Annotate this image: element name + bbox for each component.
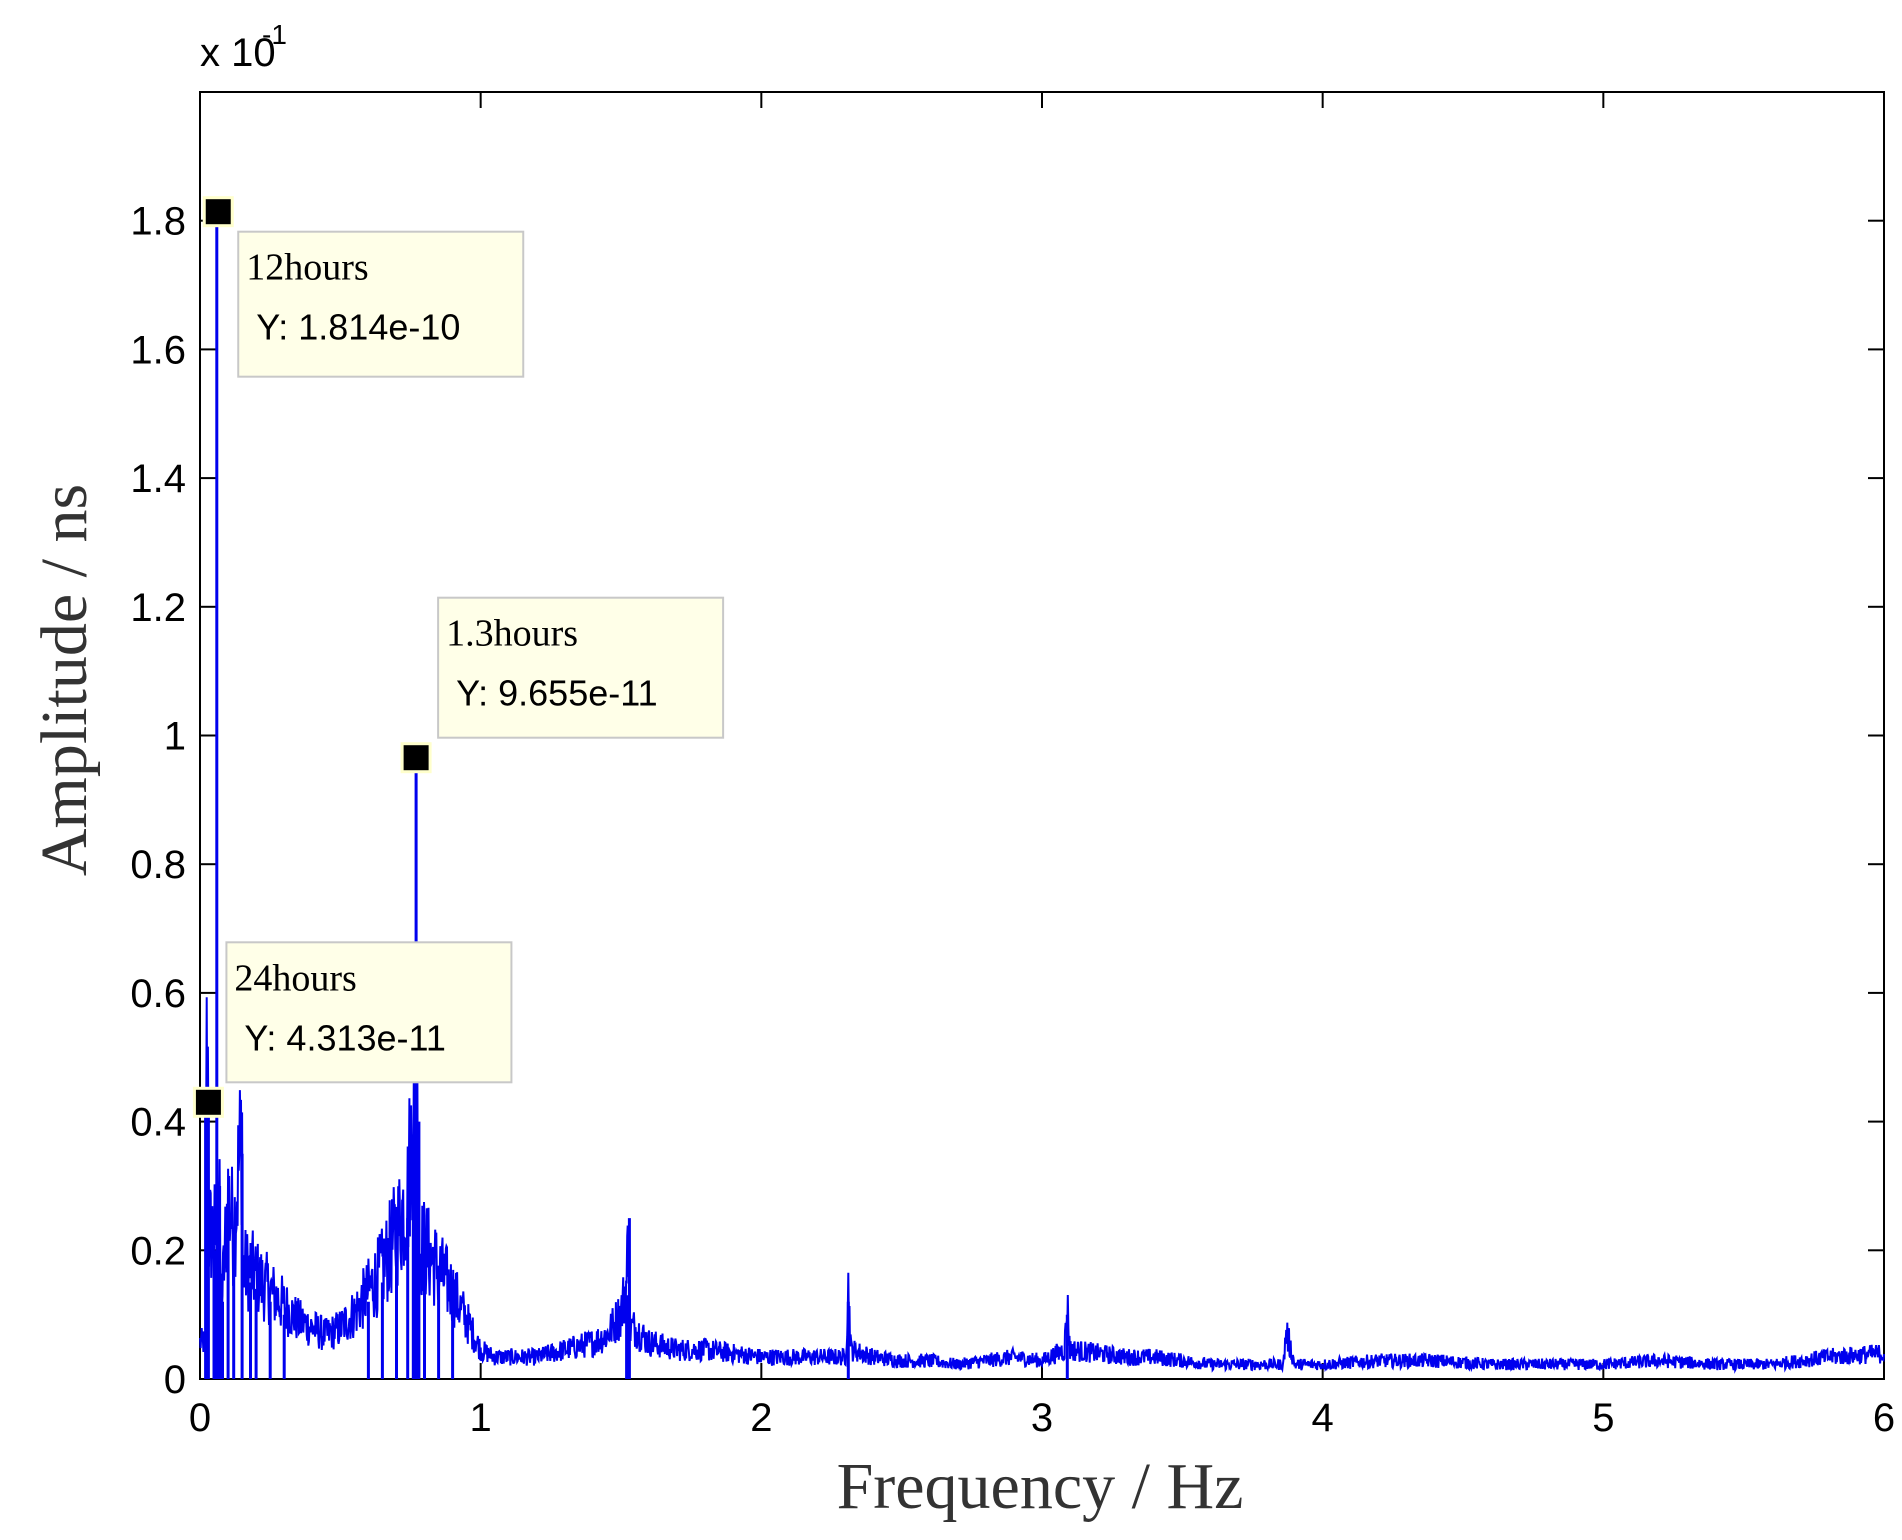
datatip-label: 12hours — [246, 247, 368, 289]
y-tick-label: 1 — [164, 715, 186, 759]
datatip-value: Y: 9.655e-11 — [456, 673, 658, 714]
x-axis-ticks: 0 1 2 3 4 5 6 — [189, 92, 1895, 1440]
datatip-marker[interactable] — [400, 742, 432, 774]
y-tick-label: 0.4 — [130, 1101, 186, 1145]
x-tick-label: 2 — [750, 1396, 772, 1440]
datatip-box — [225, 941, 513, 1084]
x-axis-title: Frequency / Hz — [837, 1450, 1244, 1523]
datatip-24hours[interactable]: 24hours Y: 4.313e-11 — [192, 941, 513, 1118]
datatip-marker[interactable] — [202, 196, 234, 228]
datatip-value: Y: 4.313e-11 — [244, 1017, 445, 1058]
datatip-box — [237, 230, 525, 378]
y-exponent-label: x 10 — [200, 31, 276, 75]
datatip-value: Y: 1.814e-10 — [256, 307, 460, 348]
y-tick-label: 0 — [164, 1358, 186, 1402]
datatip-box — [437, 596, 725, 739]
y-axis-ticks: 0 0.2 0.4 0.6 0.8 1 1.2 1.4 1.6 1.8 — [130, 200, 1884, 1402]
y-exponent-power: -1 — [262, 19, 287, 50]
x-tick-label: 5 — [1592, 1396, 1614, 1440]
y-tick-label: 1.4 — [130, 457, 186, 501]
x-tick-label: 6 — [1873, 1396, 1895, 1440]
y-tick-label: 0.8 — [130, 843, 186, 887]
x-tick-label: 1 — [470, 1396, 492, 1440]
datatip-label: 1.3hours — [446, 613, 578, 655]
x-tick-label: 4 — [1312, 1396, 1334, 1440]
series-line-noise — [199, 997, 1885, 1374]
datatip-1.3hours[interactable]: 1.3hours Y: 9.655e-11 — [400, 596, 725, 774]
annotations-group: 12hours Y: 1.814e-10 1.3hours Y: 9.655e-11 2… — [192, 196, 725, 1118]
series-group — [199, 211, 1885, 1379]
datatip-label: 24hours — [234, 957, 356, 999]
datatip-marker[interactable] — [192, 1086, 224, 1118]
y-tick-label: 1.6 — [130, 328, 186, 372]
y-tick-label: 1.8 — [130, 200, 186, 244]
y-tick-label: 0.6 — [130, 972, 186, 1016]
datatip-12hours[interactable]: 12hours Y: 1.814e-10 — [202, 196, 525, 378]
y-tick-label: 0.2 — [130, 1229, 186, 1273]
x-tick-label: 0 — [189, 1396, 211, 1440]
y-tick-label: 1.2 — [130, 586, 186, 630]
x-tick-label: 3 — [1031, 1396, 1053, 1440]
y-axis-title: Amplitude / ns — [28, 484, 101, 876]
